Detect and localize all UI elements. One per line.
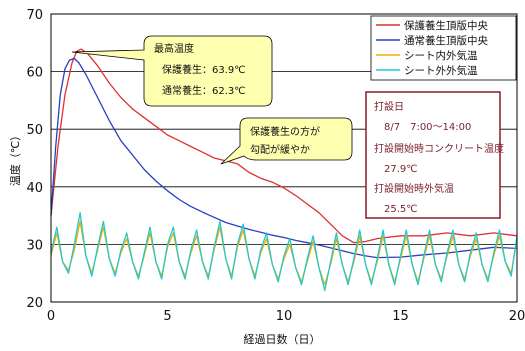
x-axis-label: 経過日数（日）	[244, 333, 321, 346]
y-tick-label: 50	[26, 123, 43, 138]
slope-callout-line2: 勾配が緩やか	[250, 143, 310, 156]
series-line-4	[50, 212, 518, 292]
legend-box	[370, 15, 517, 81]
y-tick-label: 70	[26, 8, 43, 23]
y-tick-label: 20	[26, 296, 43, 311]
series-line-2	[50, 57, 518, 259]
legend-label-3: シート内外気温	[404, 49, 478, 62]
pour-info-concrete-label: 打設開始時コンクリート温度	[374, 142, 504, 155]
peak-callout-bubble	[71, 35, 273, 107]
peak-callout: 最高温度 保護養生：63.9℃ 通常養生：62.3℃	[71, 35, 273, 107]
pour-info-title: 打設日	[374, 100, 404, 113]
x-tick-label: 0	[47, 309, 55, 324]
y-axis-label: 温度（℃）	[8, 130, 22, 186]
y-tick-label: 30	[26, 238, 43, 253]
slope-callout-bubble	[220, 117, 353, 165]
pour-info-frame	[365, 91, 501, 219]
peak-callout-line2: 通常養生：62.3℃	[162, 84, 246, 97]
series-line-1	[50, 48, 518, 244]
legend-label-4: シート外外気温	[404, 64, 478, 77]
peak-callout-line1: 保護養生：63.9℃	[162, 63, 246, 76]
y-tick-label: 60	[26, 66, 43, 81]
peak-callout-title: 最高温度	[154, 42, 194, 55]
legend-label-2: 通常養生頂版中央	[404, 34, 488, 47]
x-tick-label: 15	[392, 309, 409, 324]
x-tick-label: 5	[163, 309, 171, 324]
slope-callout-line1: 保護養生の方が	[250, 125, 320, 138]
series-layer	[50, 48, 518, 292]
pour-info-concrete-value: 27.9℃	[384, 164, 418, 175]
pour-info-box: 打設日 8/7 7:00～14:00 打設開始時コンクリート温度 27.9℃ 打…	[365, 91, 504, 219]
slope-callout: 保護養生の方が 勾配が緩やか	[220, 117, 353, 165]
x-tick-label: 10	[276, 309, 293, 324]
x-tick-label: 20	[509, 309, 525, 324]
pour-info-air-label: 打設開始時外気温	[374, 182, 454, 195]
pour-info-air-value: 25.5℃	[384, 204, 418, 215]
y-tick-label: 40	[26, 181, 43, 196]
plot-frame	[50, 13, 518, 303]
tick-labels: 20 30 40 50 60 70 0 5 10 15 20	[26, 8, 525, 324]
pour-info-date: 8/7 7:00～14:00	[384, 122, 471, 133]
y-axis-label-group: 温度（℃）	[8, 130, 22, 186]
legend-label-1: 保護養生頂版中央	[404, 19, 488, 32]
